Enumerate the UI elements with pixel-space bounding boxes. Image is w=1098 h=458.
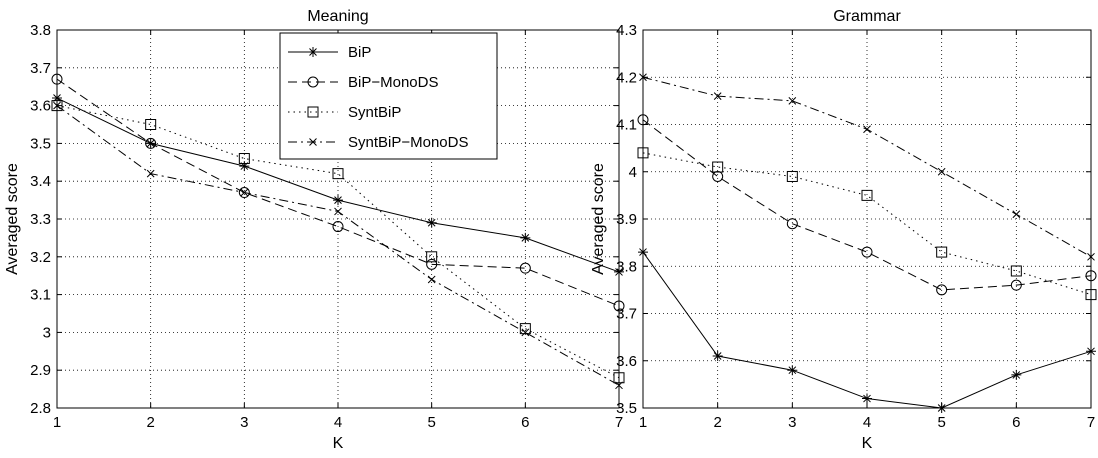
y-tick-label: 3.5 xyxy=(30,135,51,152)
legend: BiP BiP−MonoDS SyntBiP SyntBiP−MonoDS xyxy=(279,32,498,160)
x-tick-label: 5 xyxy=(937,414,945,431)
x-tick-label: 4 xyxy=(863,414,871,431)
data-point-bip-monods xyxy=(936,284,948,296)
x-tick-label: 6 xyxy=(521,414,529,431)
data-point-syntbip xyxy=(332,168,344,180)
data-point-bip-monods xyxy=(426,258,438,270)
y-axis-title: Averaged score xyxy=(590,163,607,275)
legend-marker-bip xyxy=(308,47,318,57)
y-tick-label: 3.1 xyxy=(30,287,51,304)
y-tick-label: 3.5 xyxy=(616,400,637,417)
data-point-bip-monods xyxy=(712,170,724,182)
y-tick-label: 3.7 xyxy=(616,306,637,323)
data-point-syntbip-monods xyxy=(713,92,722,101)
y-tick-label: 4 xyxy=(629,164,637,181)
data-point-bip-monods xyxy=(1010,279,1022,291)
series-line-bip-monods xyxy=(56,78,620,307)
data-point-bip-monods xyxy=(332,221,344,233)
x-tick-label: 3 xyxy=(788,414,796,431)
x-tick-label: 1 xyxy=(53,414,61,431)
y-tick-label: 3.4 xyxy=(30,173,51,190)
y-tick-label: 3.8 xyxy=(30,22,51,39)
x-axis-title: K xyxy=(333,435,344,452)
data-point-bip-monods xyxy=(786,218,798,230)
meaning-chart: 1 2 3 4 5 6 7 2.8 2.9 3 3.1 3.2 3.3 3.4 3.5 3.6 3.7 3.8 Me… xyxy=(4,8,625,452)
data-point-syntbip-monods xyxy=(788,97,797,105)
data-point-bip xyxy=(787,365,798,376)
data-point-bip xyxy=(333,195,343,206)
x-axis-title: K xyxy=(862,435,873,452)
y-tick-label: 2.9 xyxy=(30,362,51,379)
data-point-syntbip xyxy=(238,153,250,165)
legend-label-bip: BiP xyxy=(348,44,371,61)
data-point-bip xyxy=(426,217,437,228)
data-point-bip-monods xyxy=(519,262,531,274)
data-point-syntbip-monods xyxy=(937,167,946,176)
data-point-bip-monods xyxy=(861,246,873,258)
series-syntbip xyxy=(637,147,1097,301)
data-point-syntbip xyxy=(861,189,873,201)
data-point-syntbip-monods xyxy=(427,275,436,284)
x-tick-label: 2 xyxy=(713,414,721,431)
chart-title: Grammar xyxy=(833,8,901,25)
y-tick-label: 3.6 xyxy=(30,98,51,115)
y-tick-label: 3 xyxy=(43,324,51,341)
grammar-chart: 1 2 3 4 5 6 73.53.63.73.83.944.14.24.3GrammarK… xyxy=(590,8,1097,452)
x-tick-label: 2 xyxy=(146,414,154,431)
legend-box xyxy=(279,32,498,160)
data-point-bip xyxy=(239,161,250,172)
legend-label-syntbip-monods: SyntBiP−MonoDS xyxy=(348,134,468,151)
data-point-syntbip xyxy=(1010,265,1022,277)
y-tick-label: 3.9 xyxy=(616,211,637,228)
chart-title: Meaning xyxy=(307,8,368,25)
data-point-syntbip xyxy=(786,170,798,182)
y-tick-label: 3.2 xyxy=(30,249,51,266)
data-point-bip xyxy=(1011,369,1022,380)
data-point-bip-monods xyxy=(145,137,157,149)
data-point-syntbip xyxy=(936,246,948,258)
legend-label-bip-monods: BiP−MonoDS xyxy=(348,74,438,91)
legend-marker-bip-monods xyxy=(307,76,319,88)
series-line-bip-monods xyxy=(642,119,1092,291)
y-tick-label: 2.8 xyxy=(30,400,51,417)
x-tick-label: 4 xyxy=(334,414,342,431)
data-point-syntbip-monods xyxy=(334,207,342,216)
data-point-syntbip xyxy=(145,119,157,130)
data-point-syntbip-monods xyxy=(863,125,871,134)
legend-marker-syntbip xyxy=(307,106,319,118)
y-tick-label: 3.8 xyxy=(616,258,637,275)
y-tick-label: 4.2 xyxy=(616,69,637,86)
y-tick-label: 3.6 xyxy=(616,353,637,370)
data-point-syntbip-monods xyxy=(521,328,530,337)
y-axis-title: Averaged score xyxy=(4,163,21,275)
y-tick-label: 3.3 xyxy=(30,211,51,228)
x-tick-label: 7 xyxy=(1087,414,1095,431)
data-point-syntbip-monods xyxy=(146,169,155,178)
data-point-syntbip-monods xyxy=(240,188,249,197)
data-point-syntbip-monods xyxy=(1012,210,1021,219)
x-tick-label: 7 xyxy=(615,414,623,431)
data-point-syntbip xyxy=(426,251,438,263)
y-tick-label: 4.3 xyxy=(616,22,637,39)
data-point-bip-monods xyxy=(238,187,250,199)
y-tick-label: 3.7 xyxy=(30,60,51,77)
x-tick-label: 5 xyxy=(427,414,435,431)
data-point-syntbip xyxy=(519,323,531,335)
data-point-bip xyxy=(862,393,872,404)
legend-marker-syntbip-monods xyxy=(309,138,317,146)
series-syntbip-monods xyxy=(53,101,623,390)
data-point-syntbip xyxy=(712,161,724,173)
x-tick-label: 3 xyxy=(240,414,248,431)
x-tick-label: 6 xyxy=(1012,414,1020,431)
y-tick-label: 4.1 xyxy=(616,117,637,134)
x-tick-label: 1 xyxy=(639,414,647,431)
series-syntbip-monods xyxy=(639,73,1095,261)
data-point-bip xyxy=(520,232,531,243)
legend-label-syntbip: SyntBiP xyxy=(348,104,401,121)
data-point-bip xyxy=(712,351,723,362)
